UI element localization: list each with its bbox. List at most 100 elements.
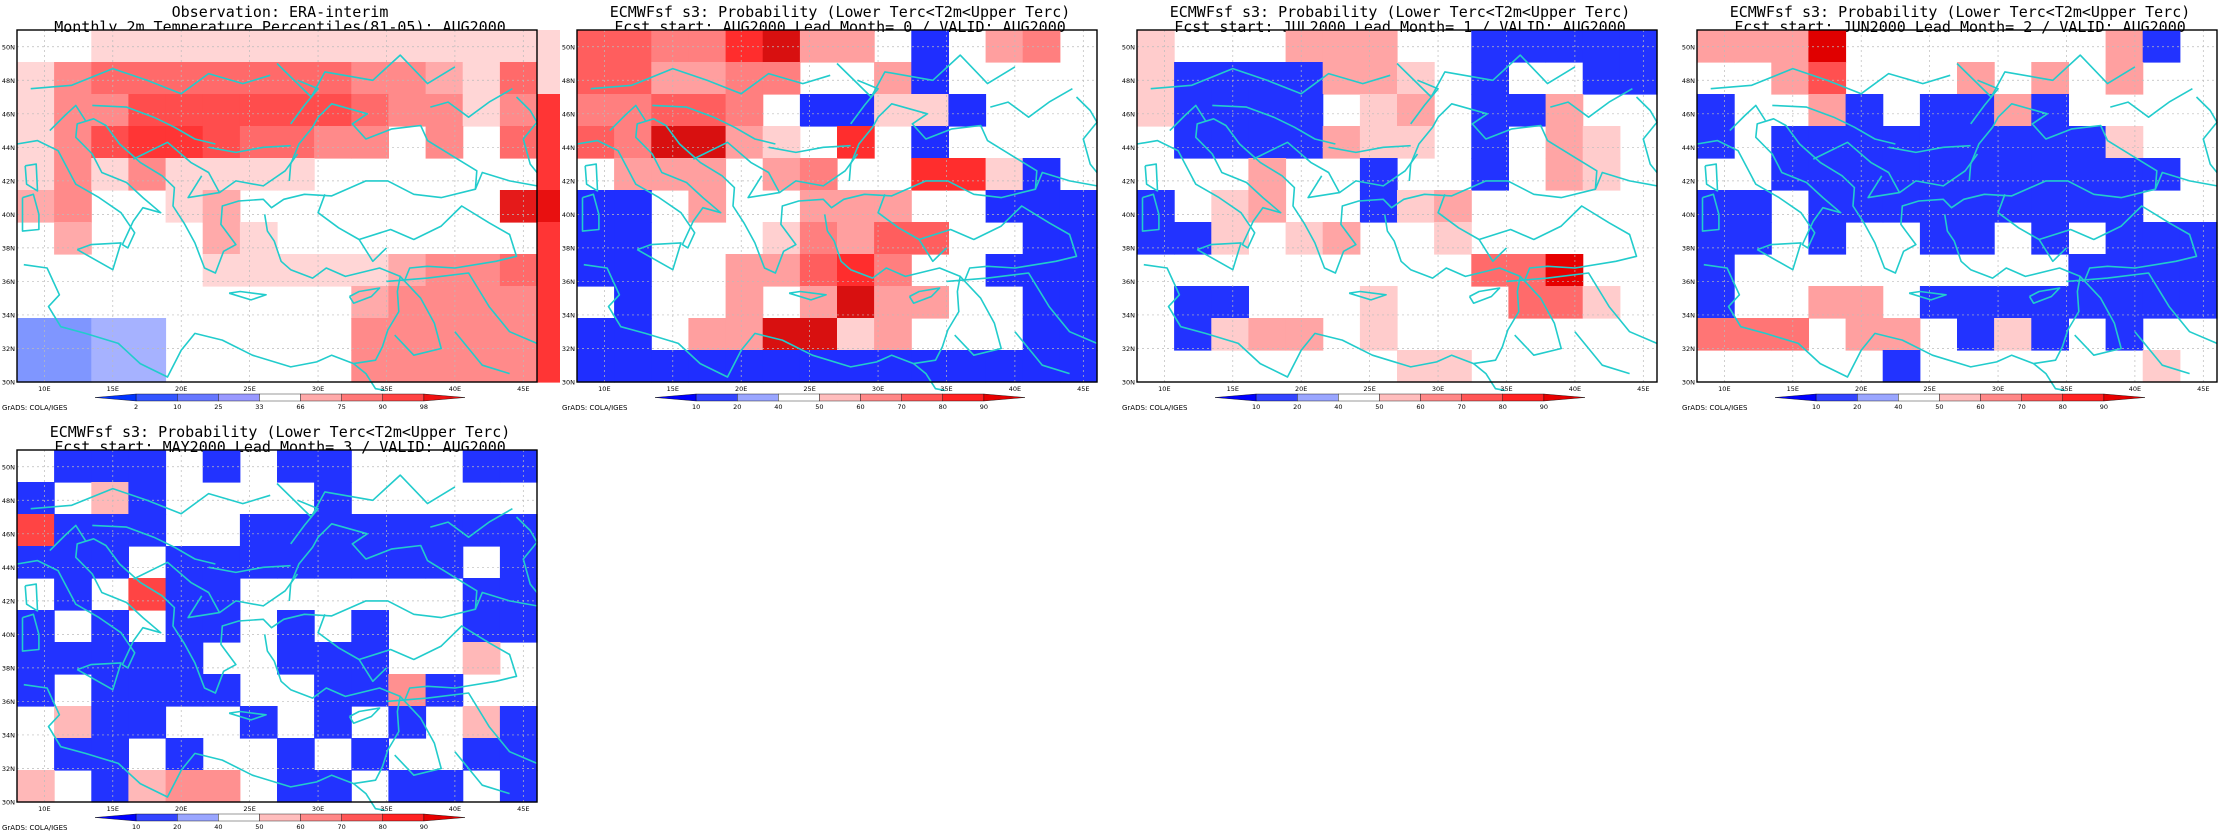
grid-cell (874, 94, 912, 127)
grid-cell (2142, 350, 2181, 383)
grid-cell (91, 706, 129, 739)
grid-cell (1059, 318, 1098, 351)
latitude-tick-label: 40N (1122, 211, 1135, 219)
coastline (850, 79, 879, 125)
grid-cell (837, 30, 875, 63)
grid-cell (577, 30, 615, 63)
grid-cell (128, 450, 167, 483)
colorbar-tick-label: 80 (1499, 403, 1507, 411)
colorbar-swatch (1214, 393, 1257, 402)
grid-cell (537, 62, 560, 95)
coastline (1196, 242, 1242, 271)
longitude-tick-label: 15E (107, 385, 119, 393)
grid-cell (425, 514, 464, 547)
coastline (2134, 331, 2190, 375)
latitude-tick-label: 42N (2, 597, 15, 605)
grid-cell (277, 30, 315, 63)
colorbar-swatch (1338, 393, 1380, 402)
coastline (1729, 104, 1767, 132)
grid-cell (1582, 62, 1621, 95)
coastline (1772, 104, 1896, 145)
grid-cell (165, 770, 204, 803)
grid-cell (351, 30, 389, 63)
coastlines (16, 474, 538, 812)
grid-cell (425, 30, 464, 63)
coastline (913, 362, 946, 392)
coastlines (1136, 54, 1658, 392)
latitude-tick-label: 38N (2, 244, 15, 252)
grid-cell (1994, 318, 2032, 351)
grid-cell (1919, 286, 1958, 319)
probability-cells (577, 30, 1098, 383)
colorbar-swatch (259, 393, 301, 402)
grid-cell (91, 738, 129, 771)
grid-cell (165, 62, 204, 95)
coastline (1252, 141, 1341, 199)
longitude-tick-label: 30E (872, 385, 884, 393)
coastline (1812, 141, 1901, 199)
grid-cell (17, 158, 55, 191)
grid-cell (1022, 30, 1061, 63)
grid-cell (54, 318, 92, 351)
colorbar-tick-label: 90 (2100, 403, 2108, 411)
grid-cell (388, 546, 427, 579)
grid-cell (17, 350, 55, 383)
grid-cell (165, 610, 204, 643)
colorbar-swatch (1461, 393, 1503, 402)
grid-cell (91, 482, 129, 515)
grid-cell (688, 318, 727, 351)
grid-cell (1771, 30, 1809, 63)
latitude-tick-label: 50N (1122, 43, 1135, 51)
coastline (353, 782, 386, 812)
grid-cell (577, 350, 615, 383)
colorbar-tick-label: 10 (132, 823, 140, 831)
grid-cell (499, 62, 538, 95)
grid-cell (799, 318, 838, 351)
coastline (49, 104, 87, 132)
grid-cell (239, 222, 278, 255)
colorbar-swatch (341, 813, 383, 822)
grid-cell (202, 30, 241, 63)
colorbar-swatch (177, 393, 219, 402)
grid-cell (799, 94, 838, 127)
coastline (1136, 103, 1598, 274)
grid-cell (128, 706, 167, 739)
grid-cell (54, 126, 92, 159)
grid-cell (651, 62, 689, 95)
coastline (394, 275, 443, 357)
grid-cell (1397, 62, 1435, 95)
latitude-tick-label: 46N (1122, 110, 1135, 118)
longitude-tick-label: 10E (1158, 385, 1170, 393)
longitude-tick-label: 20E (1295, 385, 1307, 393)
graticule (17, 30, 537, 383)
coastline (1701, 193, 1720, 232)
panel-title: Observation: ERA-interim (171, 3, 389, 21)
longitude-tick-label: 30E (1432, 385, 1444, 393)
colorbar-swatch (1980, 393, 2022, 402)
coastline (394, 695, 443, 777)
coastline (1075, 96, 1098, 174)
latitude-tick-label: 42N (1122, 177, 1135, 185)
grid-cell (314, 546, 352, 579)
grid-cell (499, 350, 538, 383)
coastline (877, 194, 1078, 282)
grid-cell (1994, 286, 2032, 319)
coastline (386, 692, 538, 765)
grid-cell (1919, 190, 1958, 223)
coastline (1635, 96, 1658, 174)
coastline (1150, 67, 1391, 95)
coastline (1143, 214, 1522, 378)
grid-cell (1137, 94, 1175, 127)
grid-cell (911, 126, 949, 159)
map-frame (576, 29, 1098, 383)
grid-cell (1808, 190, 1847, 223)
coastline (21, 193, 40, 232)
coastlines (1696, 54, 2218, 392)
grid-cell (1285, 30, 1324, 63)
grid-cell (1285, 94, 1324, 127)
grid-cell (537, 158, 560, 191)
coastlines (576, 54, 1098, 392)
panel-title: ECMWFsf s3: Probability (Lower Terc<T2m<… (1729, 3, 2191, 21)
grid-cell (799, 222, 838, 255)
grid-cell (1359, 286, 1398, 319)
